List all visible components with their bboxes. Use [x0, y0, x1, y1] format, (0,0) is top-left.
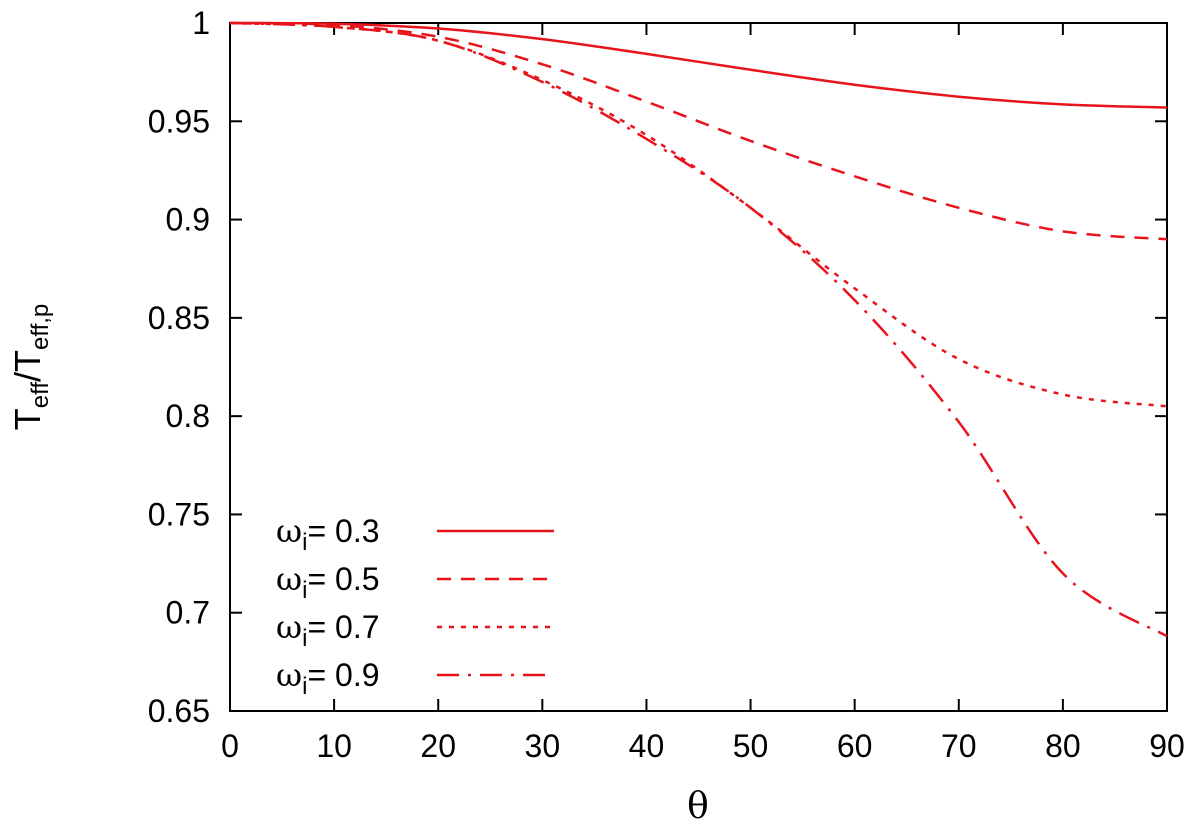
svg-text:ωi= 0.9: ωi= 0.9 — [276, 656, 380, 700]
svg-text:ωi= 0.5: ωi= 0.5 — [276, 560, 380, 604]
legend-entry: ωi= 0.5 — [276, 560, 554, 604]
y-tick-label: 0.85 — [148, 300, 210, 336]
x-tick-label: 30 — [525, 728, 561, 764]
x-tick-label: 90 — [1149, 728, 1185, 764]
axis-ticks: 0 10 20 30 40 50 60 70 80 90 0.65 0.7 0.75 0.8 0.85 0.9… — [148, 5, 1185, 764]
y-tick-label: 1 — [192, 5, 210, 41]
legend-symbol: ω — [276, 560, 302, 598]
x-tick-label: 50 — [733, 728, 769, 764]
legend-text: = 0.9 — [307, 657, 379, 693]
y-label-sep: / — [7, 372, 48, 382]
legend-text: = 0.7 — [307, 609, 379, 645]
legend-symbol: ω — [276, 656, 302, 694]
legend-subscript: i — [302, 577, 307, 604]
x-tick-label: 10 — [316, 728, 352, 764]
series-line — [229, 21, 1168, 241]
legend-subscript: i — [302, 625, 307, 652]
x-tick-label: 80 — [1045, 728, 1081, 764]
legend-subscript: i — [302, 673, 307, 700]
legend-text: = 0.5 — [307, 561, 379, 597]
legend: ωi= 0.3 ωi= 0.5 ωi= 0.7 ωi= 0.9 — [276, 512, 554, 700]
y-tick-label: 0.9 — [166, 202, 210, 238]
legend-symbol: ω — [276, 512, 302, 550]
x-tick-label: 60 — [837, 728, 873, 764]
legend-entry: ωi= 0.3 — [276, 512, 554, 556]
legend-entry: ωi= 0.9 — [276, 656, 554, 700]
svg-text:ωi= 0.7: ωi= 0.7 — [276, 608, 380, 652]
legend-text: = 0.3 — [307, 513, 379, 549]
series-line — [229, 21, 1168, 109]
x-axis-label: θ — [687, 786, 709, 827]
x-tick-label: 40 — [629, 728, 665, 764]
y-tick-label: 0.75 — [148, 496, 210, 532]
y-label-num-sub: eff — [27, 382, 54, 409]
y-tick-label: 0.8 — [166, 398, 210, 434]
y-label-den-base: T — [7, 350, 48, 372]
y-tick-label: 0.7 — [166, 595, 210, 631]
y-tick-label: 0.65 — [148, 693, 210, 729]
legend-entry: ωi= 0.7 — [276, 608, 554, 652]
y-tick-label: 0.95 — [148, 103, 210, 139]
y-axis-label: Teff/Teff,p — [7, 304, 54, 431]
series-line — [229, 21, 1168, 408]
legend-subscript: i — [302, 529, 307, 556]
x-tick-label: 0 — [221, 728, 239, 764]
legend-symbol: ω — [276, 608, 302, 646]
svg-text:ωi= 0.3: ωi= 0.3 — [276, 512, 380, 556]
x-tick-label: 70 — [941, 728, 977, 764]
x-tick-label: 20 — [420, 728, 456, 764]
plot-frame — [229, 22, 1168, 712]
y-label-base: T — [7, 408, 48, 430]
series-group — [229, 21, 1168, 638]
y-label-den-sub: eff,p — [27, 304, 54, 350]
